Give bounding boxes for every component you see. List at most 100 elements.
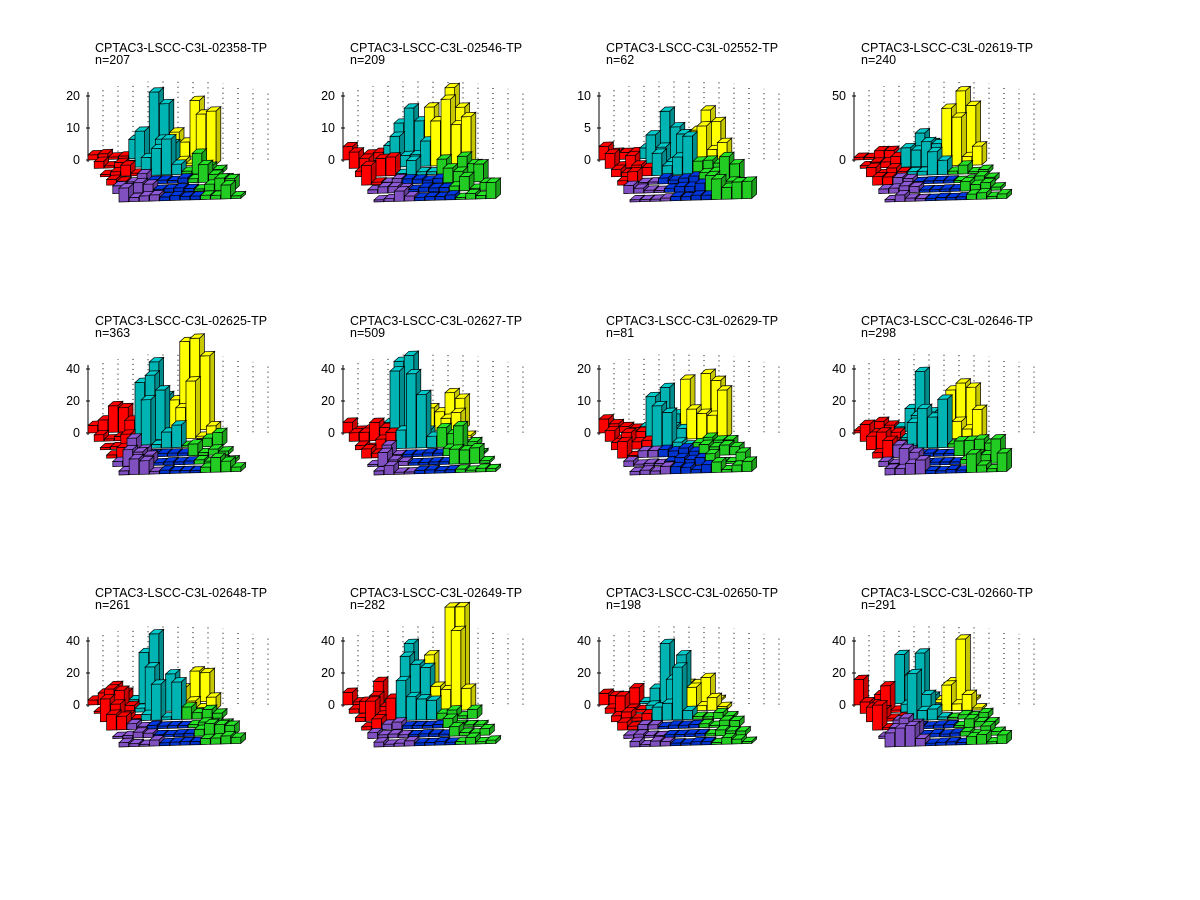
bars <box>342 82 502 203</box>
bars <box>853 633 1013 748</box>
panel-sample-count: n=198 <box>606 598 642 612</box>
z-tick-label: 40 <box>577 634 591 648</box>
panel-title: CPTAC3-LSCC-C3L-02546-TP <box>350 41 523 55</box>
z-tick-label: 0 <box>73 153 80 167</box>
panel-title: CPTAC3-LSCC-C3L-02552-TP <box>606 41 779 55</box>
chart-panel: CPTAC3-LSCC-C3L-02646-TP n=298 0 20 40 <box>816 315 1071 535</box>
chart-panel: CPTAC3-LSCC-C3L-02627-TP n=509 0 20 40 <box>305 315 560 535</box>
panel-title: CPTAC3-LSCC-C3L-02358-TP <box>95 41 268 55</box>
panel-title: CPTAC3-LSCC-C3L-02648-TP <box>95 586 268 600</box>
bars <box>598 104 758 203</box>
z-tick-label: 20 <box>66 666 80 680</box>
z-tick-label: 20 <box>577 362 591 376</box>
axes: 0 10 20 <box>321 80 524 167</box>
chart-panel: CPTAC3-LSCC-C3L-02629-TP n=81 0 10 20 <box>561 315 816 535</box>
axes: 0 20 40 <box>66 353 269 440</box>
z-tick-label: 20 <box>832 394 846 408</box>
z-tick-label: 20 <box>321 666 335 680</box>
z-tick-label: 40 <box>321 634 335 648</box>
z-tick-label: 20 <box>577 666 591 680</box>
panel-sample-count: n=282 <box>350 598 386 612</box>
panel-title: CPTAC3-LSCC-C3L-02619-TP <box>861 41 1034 55</box>
bars <box>87 86 247 203</box>
chart-panel: CPTAC3-LSCC-C3L-02619-TP n=240 0 50 <box>816 42 1071 262</box>
axes: 0 50 <box>832 80 1035 167</box>
z-tick-label: 10 <box>577 394 591 408</box>
chart-panel: CPTAC3-LSCC-C3L-02650-TP n=198 0 20 40 <box>561 587 816 807</box>
panel-sample-count: n=209 <box>350 53 386 67</box>
axes: 0 10 20 <box>66 80 269 167</box>
bar3d-plot: 0 5 10 <box>577 80 780 203</box>
bar3d-plot: 0 50 <box>832 80 1035 203</box>
bar3d-plot: 0 10 20 <box>66 80 269 203</box>
z-tick-label: 20 <box>832 666 846 680</box>
chart-panel: CPTAC3-LSCC-C3L-02625-TP n=363 0 20 40 <box>50 315 305 535</box>
bar3d-plot: 0 20 40 <box>832 625 1035 748</box>
z-tick-label: 20 <box>321 89 335 103</box>
panel-title: CPTAC3-LSCC-C3L-02649-TP <box>350 586 523 600</box>
z-tick-label: 0 <box>73 426 80 440</box>
bars <box>342 350 502 476</box>
z-tick-label: 0 <box>839 426 846 440</box>
z-tick-label: 10 <box>577 89 591 103</box>
z-tick-label: 0 <box>839 153 846 167</box>
bars <box>853 85 1013 203</box>
axes: 0 20 40 <box>66 625 269 712</box>
z-tick-label: 0 <box>328 426 335 440</box>
panel-title: CPTAC3-LSCC-C3L-02650-TP <box>606 586 779 600</box>
axes: 0 20 40 <box>577 625 780 712</box>
bars <box>87 628 247 748</box>
z-tick-label: 0 <box>73 698 80 712</box>
panel-sample-count: n=240 <box>861 53 897 67</box>
bars <box>87 333 247 476</box>
chart-panel: CPTAC3-LSCC-C3L-02546-TP n=209 0 10 20 <box>305 42 560 262</box>
panel-title: CPTAC3-LSCC-C3L-02627-TP <box>350 314 523 328</box>
z-tick-label: 0 <box>584 153 591 167</box>
z-tick-label: 0 <box>328 153 335 167</box>
panel-title: CPTAC3-LSCC-C3L-02625-TP <box>95 314 268 328</box>
z-tick-label: 10 <box>321 121 335 135</box>
z-tick-label: 20 <box>66 89 80 103</box>
chart-panel: CPTAC3-LSCC-C3L-02552-TP n=62 0 5 10 <box>561 42 816 262</box>
z-tick-label: 5 <box>584 121 591 135</box>
chart-panel: CPTAC3-LSCC-C3L-02648-TP n=261 0 20 40 <box>50 587 305 807</box>
bar3d-plot: 0 20 40 <box>832 353 1035 476</box>
z-tick-label: 40 <box>66 634 80 648</box>
bars <box>598 368 758 476</box>
bar3d-plot: 0 20 40 <box>321 601 524 748</box>
bar3d-plot: 0 10 20 <box>321 80 524 203</box>
chart-panel: CPTAC3-LSCC-C3L-02660-TP n=291 0 20 40 <box>816 587 1071 807</box>
panel-sample-count: n=81 <box>606 326 635 340</box>
z-tick-label: 10 <box>66 121 80 135</box>
bar3d-plot: 0 20 40 <box>66 625 269 748</box>
panel-sample-count: n=261 <box>95 598 131 612</box>
z-tick-label: 40 <box>321 362 335 376</box>
panel-title: CPTAC3-LSCC-C3L-02646-TP <box>861 314 1034 328</box>
z-tick-label: 50 <box>832 89 846 103</box>
panel-sample-count: n=207 <box>95 53 131 67</box>
panel-sample-count: n=363 <box>95 326 131 340</box>
bar3d-plot: 0 20 40 <box>577 625 780 748</box>
z-tick-label: 0 <box>584 698 591 712</box>
z-tick-label: 0 <box>584 426 591 440</box>
bars <box>342 601 502 748</box>
z-tick-label: 40 <box>832 362 846 376</box>
panel-sample-count: n=291 <box>861 598 897 612</box>
chart-panel: CPTAC3-LSCC-C3L-02358-TP n=207 0 10 20 <box>50 42 305 262</box>
panel-title: CPTAC3-LSCC-C3L-02660-TP <box>861 586 1034 600</box>
z-tick-label: 40 <box>832 634 846 648</box>
panel-title: CPTAC3-LSCC-C3L-02629-TP <box>606 314 779 328</box>
axes: 0 20 40 <box>832 353 1035 440</box>
z-tick-label: 0 <box>839 698 846 712</box>
z-tick-label: 20 <box>66 394 80 408</box>
bar3d-plot: 0 10 20 <box>577 353 780 476</box>
z-tick-label: 20 <box>321 394 335 408</box>
panel-sample-count: n=62 <box>606 53 635 67</box>
panel-sample-count: n=298 <box>861 326 897 340</box>
panel-sample-count: n=509 <box>350 326 386 340</box>
bar3d-plot: 0 20 40 <box>321 350 524 476</box>
bar3d-plot: 0 20 40 <box>66 333 269 476</box>
z-tick-label: 0 <box>328 698 335 712</box>
z-tick-label: 40 <box>66 362 80 376</box>
bars <box>853 366 1013 476</box>
